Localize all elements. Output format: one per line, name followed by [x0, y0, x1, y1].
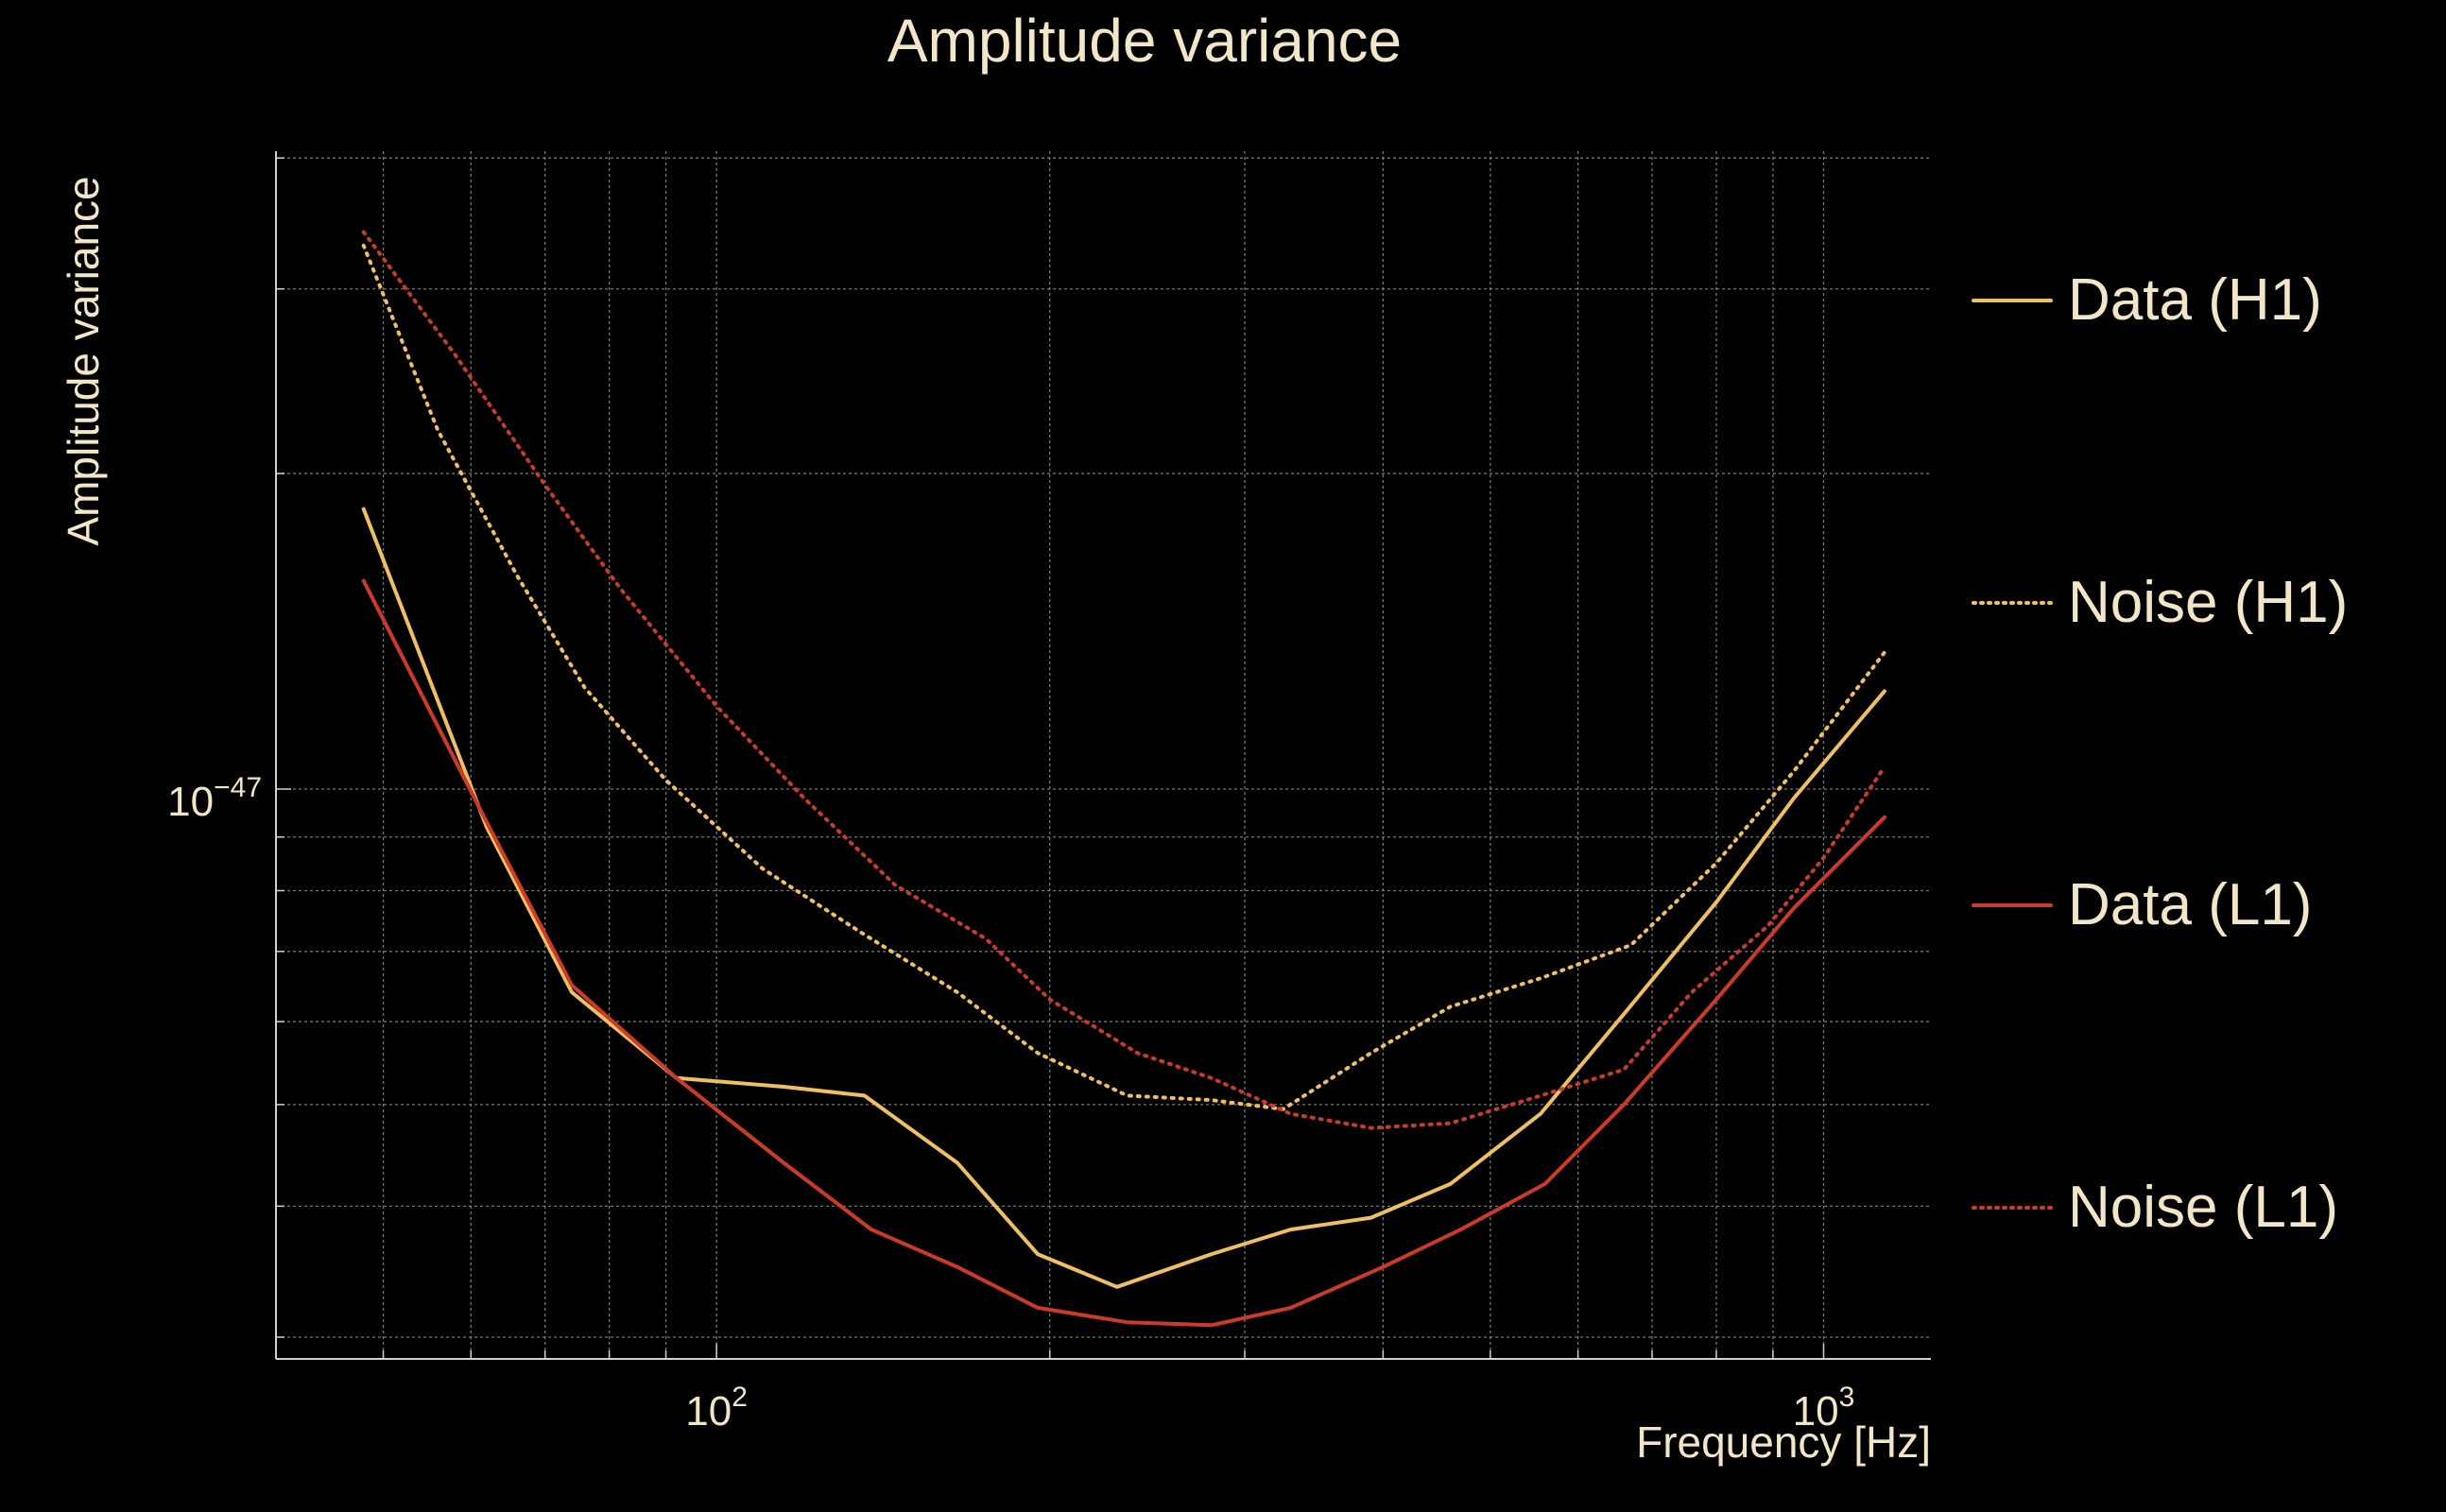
- tick-labels: 102 103 10−47: [167, 772, 1854, 1435]
- axes: [275, 151, 1931, 1360]
- series-line-noise-l1: [361, 230, 1886, 1130]
- series-group: [361, 230, 1886, 1328]
- series-line-noise-h1: [361, 243, 1886, 1111]
- grid: [275, 151, 1931, 1359]
- y-tick-label: 10−47: [167, 772, 262, 825]
- legend-label-noise-l1: Noise (L1): [2068, 1175, 2338, 1240]
- legend-label-noise-h1: Noise (H1): [2068, 570, 2348, 635]
- x-tick-label: 103: [1793, 1382, 1855, 1435]
- series-line-data-l1: [361, 578, 1886, 1328]
- chart-title: Amplitude variance: [887, 7, 1402, 75]
- x-tick-label: 102: [685, 1382, 748, 1435]
- legend-label-data-h1: Data (H1): [2068, 267, 2322, 333]
- legend: Data (H1) Noise (H1) Data (L1) Noise (L1): [1972, 267, 2348, 1240]
- legend-label-data-l1: Data (L1): [2068, 872, 2312, 937]
- x-axis-label: Frequency [Hz]: [1636, 1418, 1931, 1467]
- y-axis-label: Amplitude variance: [59, 176, 108, 545]
